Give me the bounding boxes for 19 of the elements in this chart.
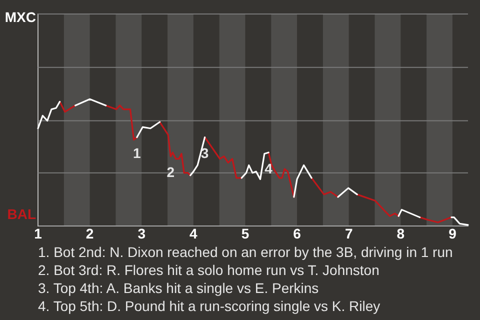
annotation: 1 [133, 145, 142, 162]
annotation: 3 [200, 145, 209, 162]
text: 2. Bot 3rd: R. Flores hit a solo home run vs T. Johnston [38, 261, 380, 279]
x-tick-label: 5 [241, 225, 250, 242]
text: 3. Top 4th: A. Banks hit a single vs E. Perkins [38, 279, 320, 297]
x-tick-label: 6 [293, 225, 302, 242]
x-tick-label: 9 [448, 225, 457, 242]
x-tick-label: 4 [190, 225, 198, 242]
x-tick-label: 1 [34, 225, 42, 242]
x-tick-label: 7 [344, 225, 353, 242]
x-tick-label: 8 [396, 225, 405, 242]
annotation: 2 [166, 164, 175, 180]
x-tick-label: 3 [138, 225, 146, 242]
text: MXC [4, 8, 36, 25]
x-tick-label: 2 [86, 225, 94, 242]
text: BAL [7, 206, 36, 222]
text: 4. Top 5th: D. Pound hit a run-scoring single vs K. Riley [38, 297, 382, 315]
text: 1. Bot 2nd: N. Dixon reached on an error by the 3B, driving in 1 run [38, 243, 453, 261]
annotation: 4 [264, 160, 273, 176]
